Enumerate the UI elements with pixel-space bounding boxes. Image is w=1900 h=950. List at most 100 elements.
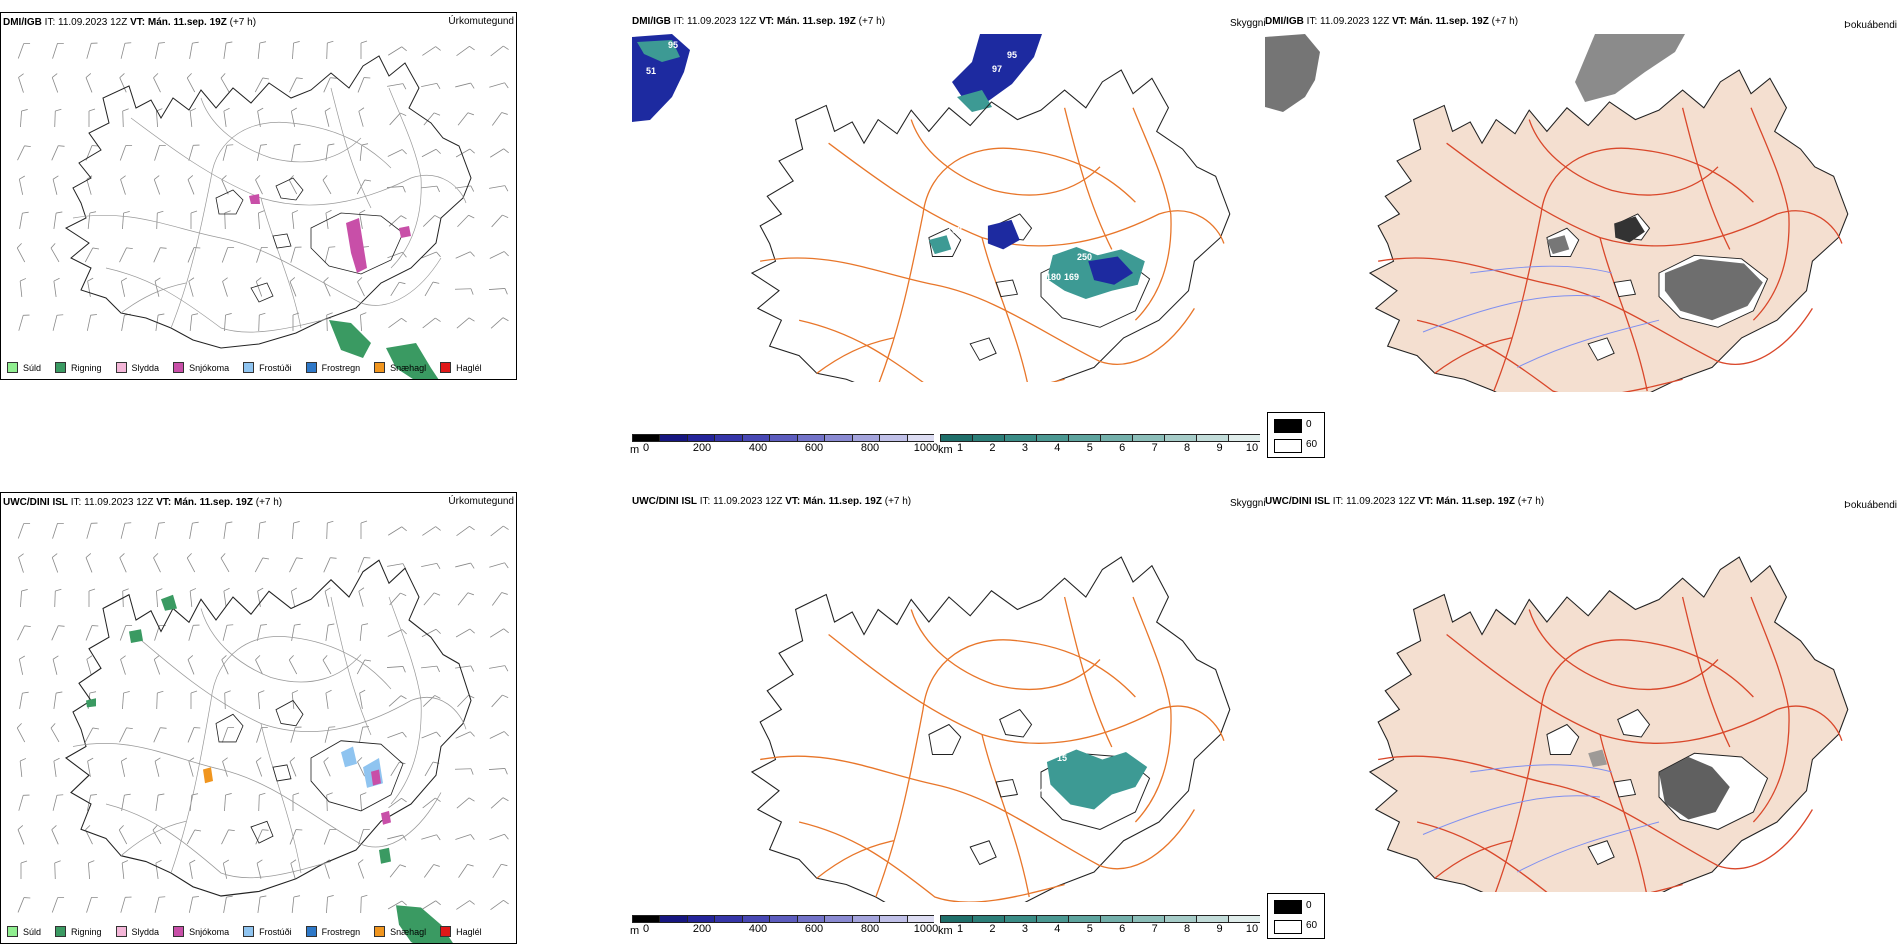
wind-barb (19, 281, 23, 297)
wind-barb (153, 727, 161, 743)
wind-barb-flag (158, 313, 165, 316)
colorbar-segment (940, 434, 972, 442)
wind-barb (289, 281, 297, 297)
wind-barb (387, 834, 403, 840)
wind-barb (257, 591, 261, 607)
cloud-header: UWC/DINI ISL IT: 11.09.2023 12Z VT: Mán.… (632, 496, 912, 507)
wind-barb-flag (433, 112, 441, 116)
wind-barb-flag (295, 726, 302, 728)
cloud-label: 141 (1035, 785, 1050, 795)
wind-barb-flag (90, 314, 97, 316)
wind-barb (20, 590, 22, 608)
wind-barb-flag (122, 108, 129, 112)
wind-barb (424, 281, 434, 297)
snow-area (399, 226, 411, 238)
wind-barb-flag (227, 247, 235, 249)
wind-barb-flag (56, 794, 64, 796)
colorbar-tick: 2 (989, 442, 996, 454)
wind-barb (455, 148, 471, 158)
wind-barb (387, 251, 403, 259)
wind-barb-flag (89, 691, 97, 694)
wind-barb-flag (228, 829, 235, 832)
wind-barb (120, 281, 126, 297)
wind-barb (118, 829, 128, 845)
wind-barb (257, 43, 261, 59)
wind-barb (457, 214, 469, 228)
wind-barb (223, 591, 227, 607)
wind-barb (359, 625, 363, 641)
wind-barb-flag (187, 175, 194, 180)
colorbar-unit: km (938, 444, 953, 456)
wind-barb (458, 864, 468, 878)
wind-barb-flag (296, 557, 303, 560)
wind-barb (455, 185, 471, 189)
wind-barb-flag (360, 40, 368, 44)
wind-barb-flag (23, 794, 30, 796)
wind-barb-flag (293, 41, 300, 44)
wind-barb (456, 317, 470, 329)
cloud-map: 128 141 15 (751, 556, 1231, 902)
wind-barb-flag (154, 655, 160, 660)
legend-swatch (173, 926, 185, 937)
wind-barb (257, 897, 261, 913)
wind-barb (122, 110, 124, 128)
wind-barb (323, 761, 331, 777)
colorbar-tick: 3 (1021, 923, 1028, 935)
wind-barb (256, 625, 262, 641)
wind-barb (326, 42, 328, 60)
wind-barb-flag (326, 312, 333, 316)
legend-swatch (440, 926, 452, 937)
wind-barb (421, 628, 437, 638)
precip-map (16, 40, 509, 379)
wind-barb-flag (225, 313, 232, 316)
wind-barb (224, 212, 226, 230)
wind-barb (387, 149, 403, 157)
wind-barb-flag (256, 757, 262, 762)
colorbar-segment (824, 915, 852, 923)
wind-barb (18, 315, 24, 331)
wind-barb (489, 251, 505, 259)
cloud-area (957, 90, 992, 112)
colorbar-tick: 200 (692, 442, 712, 454)
cloud-area (1046, 749, 1148, 810)
colorbar-segment (686, 434, 715, 442)
wind-barb (455, 834, 471, 840)
wind-barb-flag (328, 246, 336, 248)
wind-barb (254, 77, 264, 93)
wind-barb-flag (23, 897, 31, 899)
wind-barb-flag (187, 655, 194, 660)
colorbar-segment (796, 915, 825, 923)
colorbar-segment (1100, 915, 1132, 923)
wind-barb-flag (153, 73, 159, 79)
fog-legend-swatch (1274, 419, 1302, 433)
fog-legend-swatch (1274, 900, 1302, 914)
wind-barb (86, 315, 92, 331)
wind-barb-flag (504, 834, 509, 840)
wind-barb (154, 625, 160, 641)
wind-barb-flag (503, 45, 509, 50)
wind-barb-flag (323, 277, 329, 282)
wind-barb-flag (124, 793, 131, 796)
wind-barb (189, 315, 193, 331)
wind-barb (85, 625, 93, 641)
wind-barb-flag (118, 825, 124, 831)
cloud-label: 128 (1017, 757, 1032, 767)
wind-barb (491, 592, 503, 606)
wind-barb-flag (57, 42, 64, 44)
wind-barb (85, 829, 93, 845)
wind-barb (421, 148, 437, 158)
fog-area (1664, 258, 1763, 321)
wind-barb (488, 288, 506, 290)
wind-barb (358, 727, 364, 743)
wind-barb (221, 829, 229, 845)
legend-swatch (115, 362, 127, 373)
wind-barb (19, 761, 23, 777)
wind-barb (188, 145, 194, 161)
wind-barb (457, 694, 469, 708)
wind-barb-flag (23, 314, 30, 316)
wind-barb (17, 625, 25, 641)
cloud-area (637, 40, 680, 62)
wind-barb (152, 829, 162, 845)
wind-barb-flag (220, 553, 226, 559)
fog-area (1588, 749, 1608, 767)
